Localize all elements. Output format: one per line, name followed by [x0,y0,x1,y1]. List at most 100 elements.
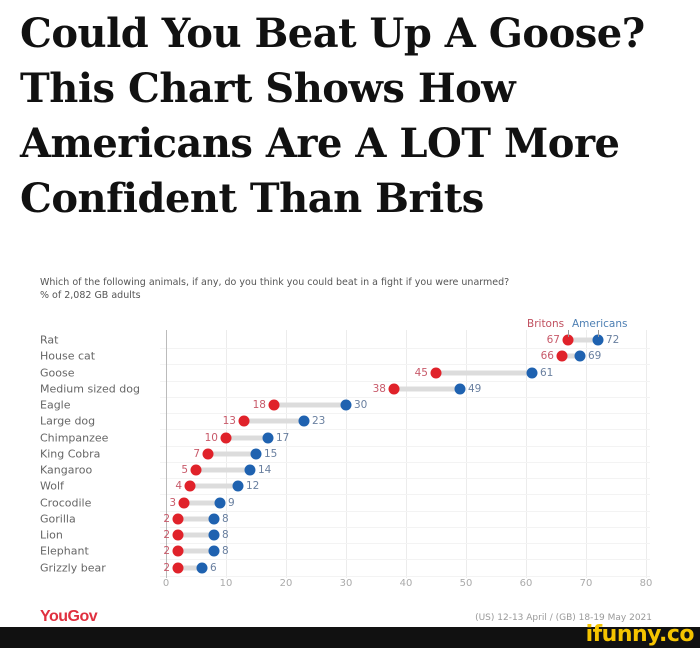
headline: Could You Beat Up A Goose? This Chart Sh… [20,6,690,226]
connector-bar [274,402,346,408]
gridline [586,330,587,578]
britons-dot [388,383,400,395]
connector-bar [208,451,256,457]
americans-value: 61 [540,366,554,379]
category-label: Chimpanzee [40,431,109,444]
x-tick-label: 30 [339,578,353,589]
headline-line-4: Confident Than Brits [20,175,484,222]
category-label: Grizzly bear [40,561,106,574]
britons-value: 2 [163,512,170,525]
row-gridline [160,348,650,350]
category-label: Medium sized dog [40,382,140,396]
category-label: Gorilla [40,512,76,526]
americans-value: 23 [312,415,326,428]
gridline [646,330,647,578]
category-label: King Cobra [40,447,101,461]
legend-americans: Americans [572,318,628,330]
britons-value: 38 [372,382,386,395]
row-gridline [160,461,650,463]
gridline [466,330,467,578]
britons-value: 7 [193,447,200,460]
x-tick-label: 10 [219,578,233,589]
americans-dot [214,497,226,508]
chart-subtitle: % of 2,082 GB adults [40,290,141,301]
connector-bar [568,337,598,343]
americans-dot [250,448,262,460]
connector-bar [178,532,214,538]
britons-value: 3 [169,496,176,509]
category-label: Large dog [40,414,96,428]
britons-dot [172,529,184,541]
row-gridline [160,494,650,496]
britons-dot [184,480,196,492]
americans-dot [340,399,352,411]
britons-dot [268,399,280,411]
britons-value: 66 [540,350,554,363]
americans-value: 72 [606,334,620,346]
source-dates: (US) 12-13 April / (GB) 18-19 May 2021 [475,613,652,623]
category-label: Wolf [40,479,64,493]
britons-value: 2 [163,561,170,574]
britons-value: 2 [163,545,170,558]
legend-britons: Britons [527,318,565,330]
britons-value: 2 [163,529,170,541]
americans-value: 49 [468,382,482,395]
x-tick-label: 70 [579,578,593,589]
britons-dot [556,350,568,362]
row-gridline [160,413,650,415]
britons-dot [238,415,250,427]
britons-value: 45 [414,366,428,379]
row-gridline [160,380,650,382]
connector-bar [184,500,220,505]
x-tick-label: 20 [279,578,293,589]
americans-value: 6 [210,561,217,574]
britons-dot [562,334,574,346]
watermark-bar [0,627,700,648]
britons-value: 5 [181,464,188,476]
americans-value: 15 [264,447,278,460]
row-gridline [160,396,650,398]
britons-dot [220,432,232,443]
britons-dot [172,545,184,557]
category-label: Rat [40,333,59,347]
legend-britons-pointer [568,330,569,337]
americans-dot [208,513,220,525]
americans-value: 12 [246,480,260,493]
americans-dot [454,383,466,395]
americans-value: 8 [222,529,229,541]
britons-value: 67 [546,334,560,346]
connector-bar [190,483,238,489]
category-label: Elephant [40,544,89,558]
connector-bar [226,435,268,440]
headline-line-3: Americans Are A LOT More [20,120,620,167]
row-gridline [160,559,650,561]
gridline [346,330,347,578]
category-label: Eagle [40,398,71,412]
row-gridline [160,445,650,447]
gridline [286,330,287,578]
x-tick-label: 0 [162,578,170,589]
britons-value: 4 [175,480,182,493]
americans-dot [208,545,220,557]
connector-bar [394,386,460,392]
ifunny-watermark: ifunny.co [585,622,695,647]
row-gridline [160,478,650,480]
x-tick-label: 40 [399,578,413,589]
americans-value: 9 [228,496,235,509]
britons-dot [430,367,442,378]
category-label: Lion [40,528,63,542]
britons-dot [178,497,190,508]
americans-dot [208,529,220,541]
y-axis-line [166,330,167,578]
britons-value: 13 [222,415,236,428]
yougov-logo: YouGov [40,608,98,625]
headline-line-2: This Chart Shows How [20,65,516,112]
britons-dot [202,448,214,460]
connector-bar [244,418,304,424]
category-label: Goose [40,366,75,379]
americans-dot [244,464,256,476]
row-gridline [160,526,650,528]
category-label: Crocodile [40,496,92,509]
americans-dot [592,334,604,346]
